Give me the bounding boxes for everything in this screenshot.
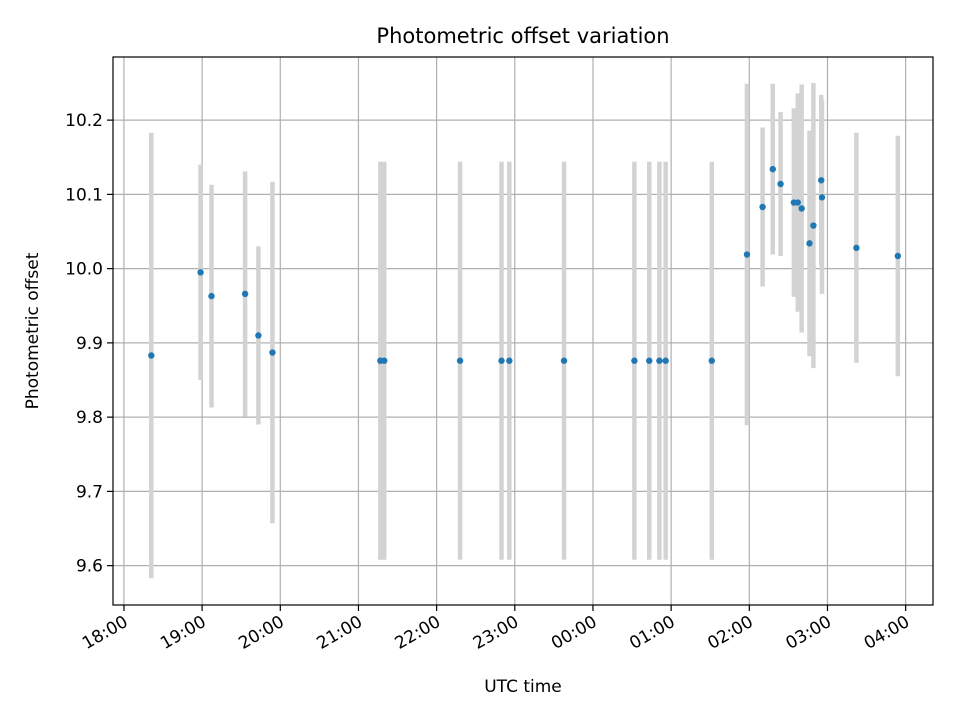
y-tick-label: 9.6 (76, 557, 103, 577)
data-point (798, 205, 805, 212)
data-point (759, 203, 766, 211)
data-point (506, 357, 513, 364)
data-point (806, 240, 813, 247)
data-point (456, 357, 464, 364)
data-point (631, 357, 638, 364)
data-point (208, 292, 215, 300)
data-point (894, 252, 902, 260)
y-tick-label: 9.9 (76, 334, 103, 354)
data-point (269, 349, 276, 356)
data-point (197, 269, 204, 276)
y-tick-label: 9.7 (76, 482, 103, 502)
plot-frame (112, 56, 934, 606)
data-points (148, 165, 902, 364)
y-tick-label: 9.8 (76, 408, 103, 428)
y-tick-label: 10.1 (65, 185, 103, 205)
chart-title: Photometric offset variation (376, 24, 669, 48)
data-point (560, 357, 568, 364)
data-point (646, 357, 653, 364)
data-point (794, 199, 801, 206)
data-point (381, 357, 388, 364)
data-point (853, 244, 860, 252)
data-point (743, 251, 751, 258)
y-axis: 9.6 9.7 9.8 9.9 10.0 10.1 10.2 (65, 111, 113, 577)
data-point (810, 222, 817, 229)
data-point (148, 352, 155, 359)
grid (113, 57, 933, 605)
y-tick-label: 10.2 (65, 111, 103, 131)
y-axis-label: Photometric offset (23, 252, 43, 409)
data-point (818, 194, 826, 201)
data-point (708, 357, 715, 364)
data-point (241, 290, 249, 298)
data-point (777, 180, 784, 188)
y-tick-label: 10.0 (65, 260, 103, 280)
data-point (818, 177, 825, 184)
data-point (662, 357, 669, 364)
data-point (769, 165, 776, 173)
x-axis-label: UTC time (484, 677, 562, 697)
data-point (498, 357, 505, 364)
data-point (255, 332, 262, 339)
data-point (656, 357, 663, 364)
